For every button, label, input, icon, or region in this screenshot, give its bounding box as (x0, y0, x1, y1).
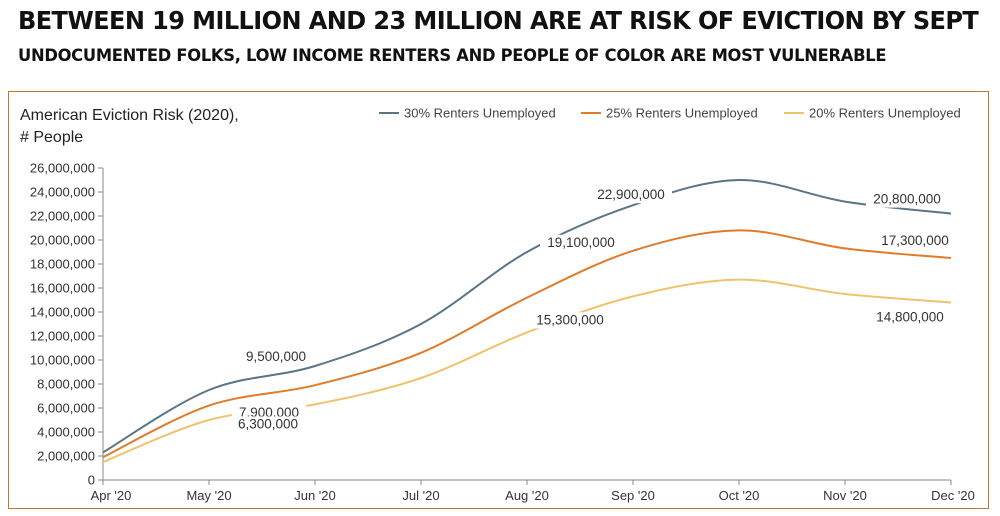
data-label-backdrop (238, 349, 314, 365)
axes: 0 2,000,000 4,000,000 6,000,000 8,000,000 10,… (30, 161, 975, 504)
y-tick-label: 8,000,000 (37, 377, 95, 392)
y-tick-label: 24,000,000 (30, 185, 95, 200)
x-tick-label: Nov '20 (823, 488, 867, 503)
x-tick-label: Aug '20 (505, 488, 549, 503)
series-line (102, 178, 952, 454)
series-lines (102, 178, 952, 463)
legend-label: 20% Renters Unemployed (809, 106, 961, 121)
y-tick-label: 4,000,000 (37, 425, 95, 440)
x-tick-label: Sep '20 (611, 488, 655, 503)
series-line (102, 229, 952, 459)
data-label: 22,900,000 (597, 187, 665, 202)
y-tick-label: 12,000,000 (30, 329, 95, 344)
data-label: 15,300,000 (536, 312, 604, 327)
data-label-backdrop (590, 187, 672, 204)
legend: 30% Renters Unemployed 25% Renters Unempl… (379, 106, 961, 121)
chart-panel (8, 91, 989, 509)
data-label: 17,300,000 (881, 233, 949, 248)
y-tick-label: 18,000,000 (30, 257, 95, 272)
data-label-backdrop (540, 234, 622, 251)
y-tick-label: 6,000,000 (37, 401, 95, 416)
data-label: 14,800,000 (876, 309, 944, 324)
data-label-backdrop (869, 309, 951, 326)
y-tick-label: 0 (88, 473, 95, 488)
chart-title-line2: # People (20, 129, 83, 146)
legend-label: 30% Renters Unemployed (404, 106, 556, 121)
data-label-backdrop (230, 416, 306, 433)
y-tick-label: 22,000,000 (30, 209, 95, 224)
y-tick-label: 16,000,000 (30, 281, 95, 296)
headline: BETWEEN 19 MILLION AND 23 MILLION ARE AT… (18, 6, 979, 35)
data-label: 20,800,000 (873, 192, 941, 207)
data-label: 6,300,000 (238, 416, 298, 431)
y-tick-label: 26,000,000 (30, 161, 95, 176)
data-label: 9,500,000 (246, 349, 306, 364)
x-tick-label: Apr '20 (91, 488, 132, 503)
legend-label: 25% Renters Unemployed (606, 106, 758, 121)
data-label-backdrop (874, 233, 956, 249)
subhead: UNDOCUMENTED FOLKS, LOW INCOME RENTERS A… (18, 46, 887, 66)
y-tick-label: 10,000,000 (30, 353, 95, 368)
chart-title-line1: American Eviction Risk (2020), (20, 107, 239, 124)
x-tick-label: Jun '20 (294, 488, 336, 503)
y-tick-label: 20,000,000 (30, 233, 95, 248)
data-label-backdrop (529, 312, 611, 329)
y-tick-label: 2,000,000 (37, 449, 95, 464)
data-label-backdrop (866, 191, 948, 208)
x-tick-label: Oct '20 (719, 488, 760, 503)
data-label: 19,100,000 (547, 235, 615, 250)
y-tick-label: 14,000,000 (30, 305, 95, 320)
x-tick-label: Jul '20 (402, 488, 439, 503)
x-tick-label: May '20 (186, 488, 231, 503)
x-tick-label: Dec '20 (931, 488, 975, 503)
series-line (102, 278, 952, 463)
